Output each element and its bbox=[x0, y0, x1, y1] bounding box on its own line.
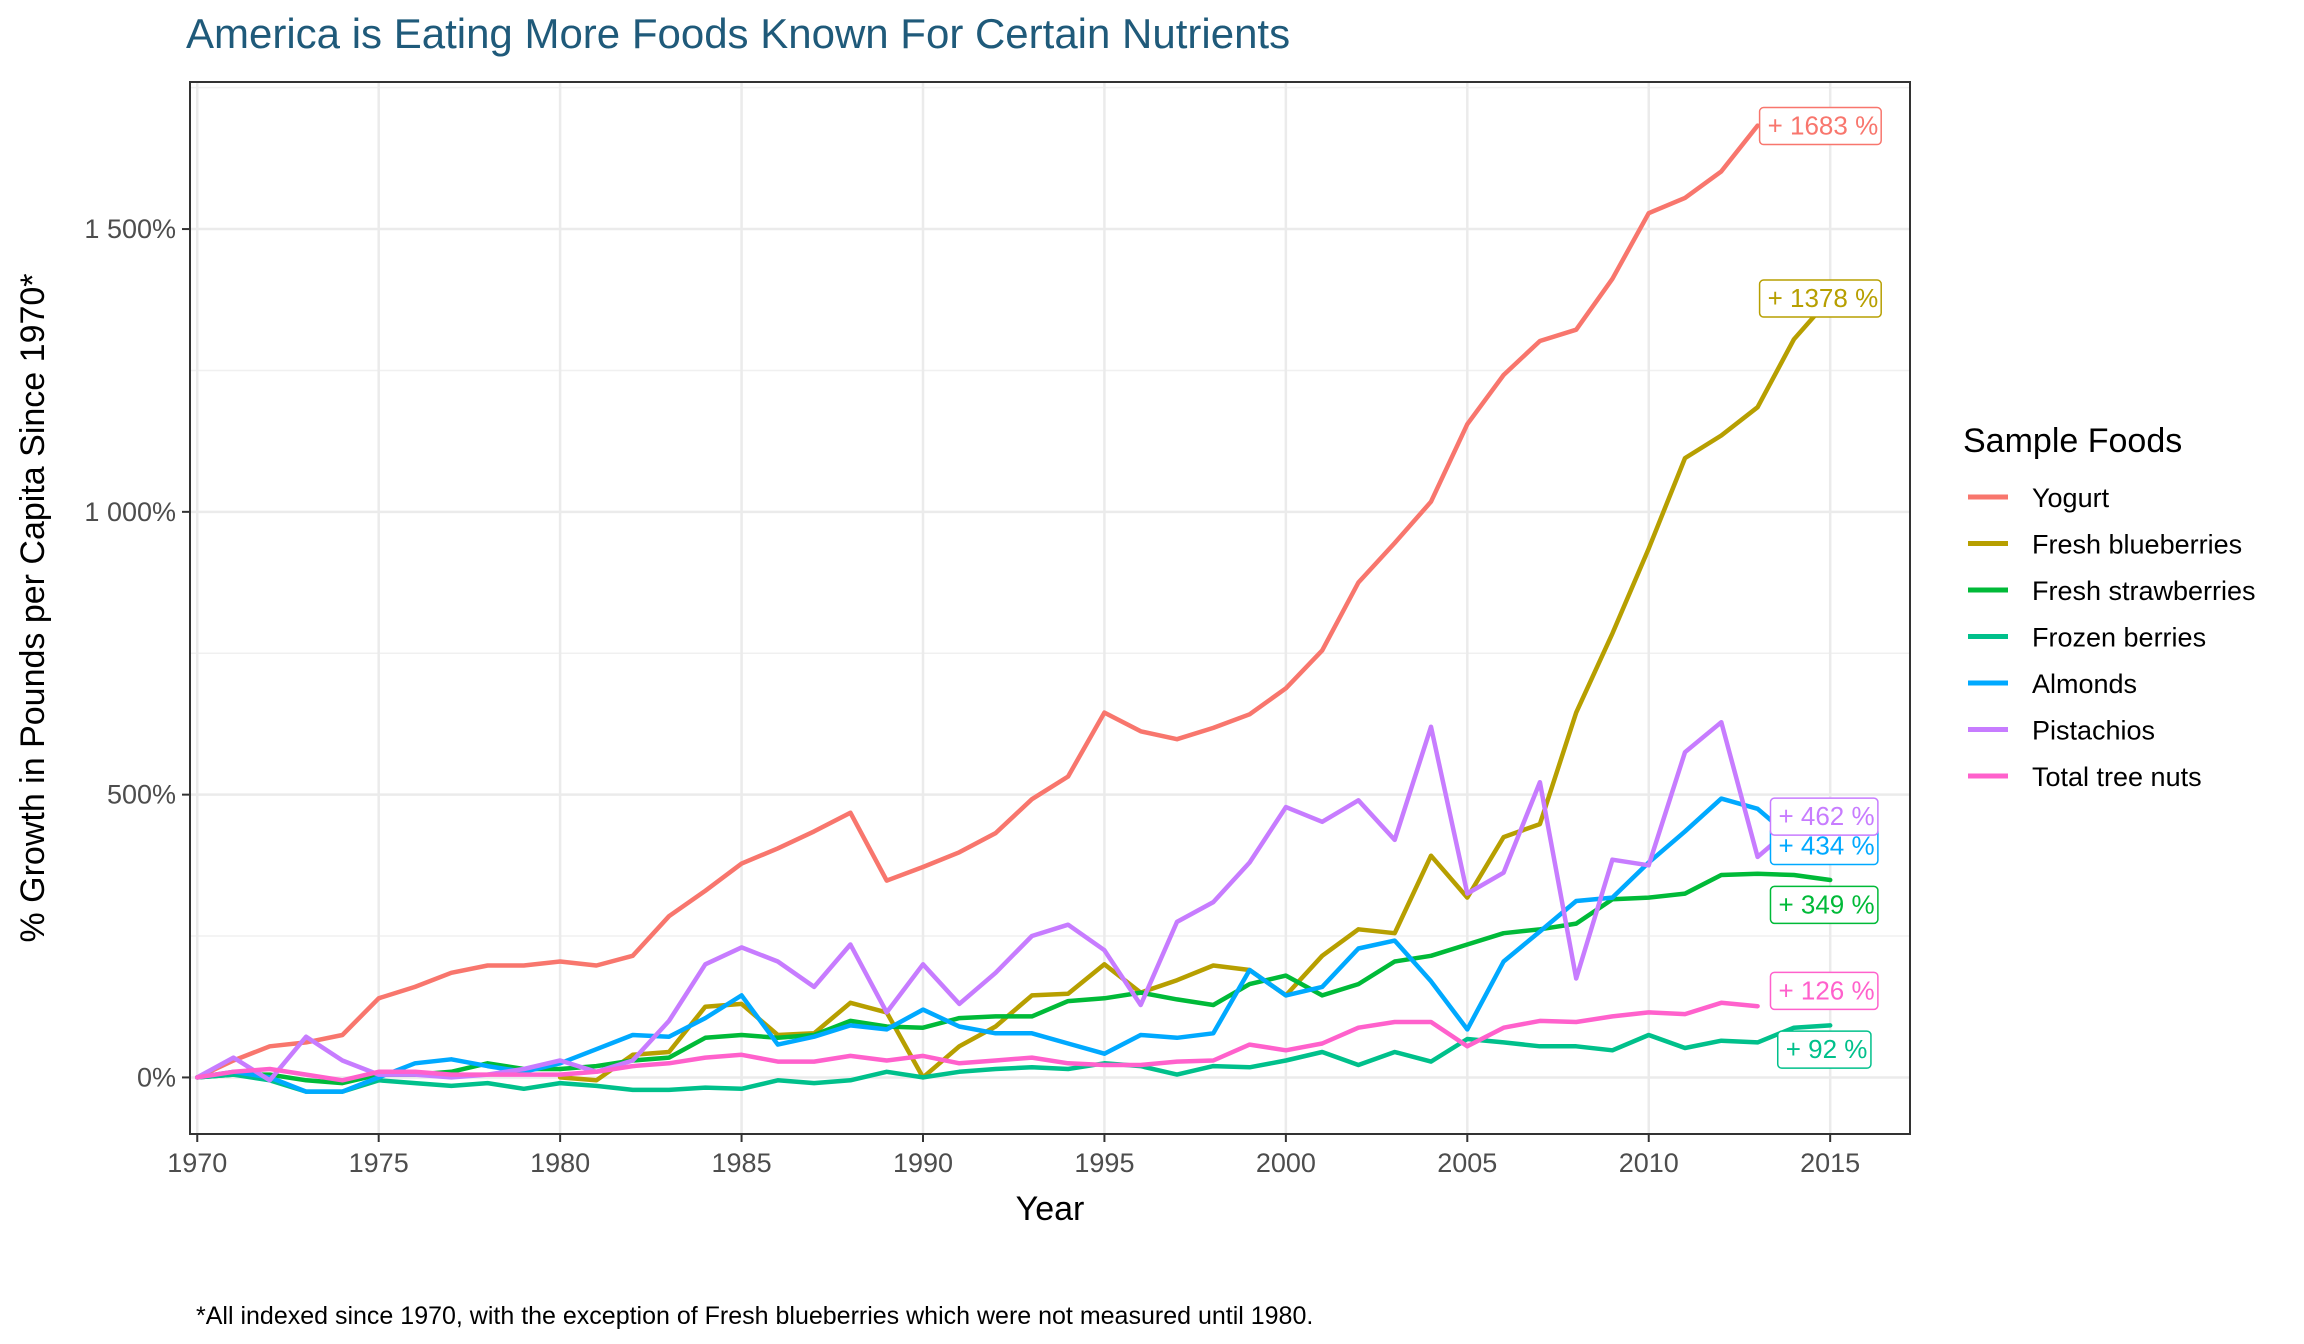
panel-border bbox=[189, 81, 1911, 1135]
axes: 1970 1975 1980 1985 1990 1995 2000 2005 2010 2015… bbox=[84, 214, 1860, 1178]
series-line-yogurt bbox=[195, 123, 1760, 1080]
x-tick-label: 2010 bbox=[1619, 1148, 1679, 1178]
legend: Sample Foods Yogurt Fresh blueberries Fres… bbox=[1963, 422, 2256, 792]
end-label-total-tree-nuts: + 126 % bbox=[1769, 971, 1879, 1011]
legend-label: Yogurt bbox=[2032, 483, 2110, 513]
grid-layer bbox=[190, 82, 1910, 1134]
legend-label: Almonds bbox=[2032, 669, 2137, 699]
series-line-fresh-blueberries bbox=[557, 295, 1833, 1083]
end-label-box bbox=[1758, 279, 1882, 318]
legend-label: Fresh strawberries bbox=[2032, 576, 2256, 606]
legend-title: Sample Foods bbox=[1963, 422, 2182, 460]
y-tick-label: 1 500% bbox=[84, 214, 176, 244]
end-label-text: + 462 % bbox=[1778, 801, 1874, 831]
y-tick-label: 1 000% bbox=[84, 497, 176, 527]
x-tick-label: 1970 bbox=[167, 1148, 227, 1178]
series-line-fresh-strawberries bbox=[195, 871, 1833, 1086]
y-tick-label: 500% bbox=[107, 780, 176, 810]
series-line-almonds bbox=[195, 796, 1833, 1094]
end-labels: + 1683 %+ 1378 %+ 349 %+ 92 %+ 434 %+ 46… bbox=[1758, 106, 1882, 1069]
x-tick-label: 1990 bbox=[893, 1148, 953, 1178]
x-tick-label: 1995 bbox=[1074, 1148, 1134, 1178]
end-label-text: + 126 % bbox=[1778, 975, 1874, 1005]
end-label-box bbox=[1758, 106, 1882, 146]
x-axis-title: Year bbox=[1016, 1190, 1085, 1228]
end-label-box bbox=[1769, 885, 1879, 925]
end-label-pistachios: + 462 % bbox=[1769, 797, 1879, 836]
y-tick-label: 0% bbox=[137, 1062, 176, 1092]
end-label-text: + 1378 % bbox=[1768, 283, 1879, 313]
end-label-box bbox=[1776, 1030, 1872, 1069]
end-label-text: + 349 % bbox=[1778, 889, 1874, 919]
x-tick-label: 1980 bbox=[530, 1148, 590, 1178]
end-label-frozen-berries: + 92 % bbox=[1776, 1030, 1872, 1069]
series-lines bbox=[195, 123, 1833, 1094]
legend-label: Fresh blueberries bbox=[2032, 530, 2242, 560]
end-label-text: + 1683 % bbox=[1768, 111, 1879, 141]
end-label-fresh-strawberries: + 349 % bbox=[1769, 885, 1879, 925]
footnote: *All indexed since 1970, with the except… bbox=[196, 1302, 1314, 1330]
legend-label: Pistachios bbox=[2032, 716, 2155, 746]
x-tick-label: 2000 bbox=[1256, 1148, 1316, 1178]
series-line-frozen-berries bbox=[195, 1023, 1833, 1094]
end-label-box bbox=[1769, 797, 1879, 836]
chart-title: America is Eating More Foods Known For C… bbox=[186, 10, 1291, 57]
legend-label: Frozen berries bbox=[2032, 623, 2206, 653]
x-tick-label: 2015 bbox=[1800, 1148, 1860, 1178]
y-axis-title: % Growth in Pounds per Capita Since 1970… bbox=[14, 273, 52, 942]
end-label-box bbox=[1769, 971, 1879, 1011]
end-label-text: + 92 % bbox=[1786, 1034, 1868, 1064]
x-tick-label: 2005 bbox=[1437, 1148, 1497, 1178]
end-label-fresh-blueberries: + 1378 % bbox=[1758, 279, 1882, 318]
legend-label: Total tree nuts bbox=[2032, 762, 2202, 792]
series-line-total-tree-nuts bbox=[195, 1000, 1760, 1083]
end-label-yogurt: + 1683 % bbox=[1758, 106, 1882, 146]
x-tick-label: 1985 bbox=[712, 1148, 772, 1178]
x-tick-label: 1975 bbox=[349, 1148, 409, 1178]
